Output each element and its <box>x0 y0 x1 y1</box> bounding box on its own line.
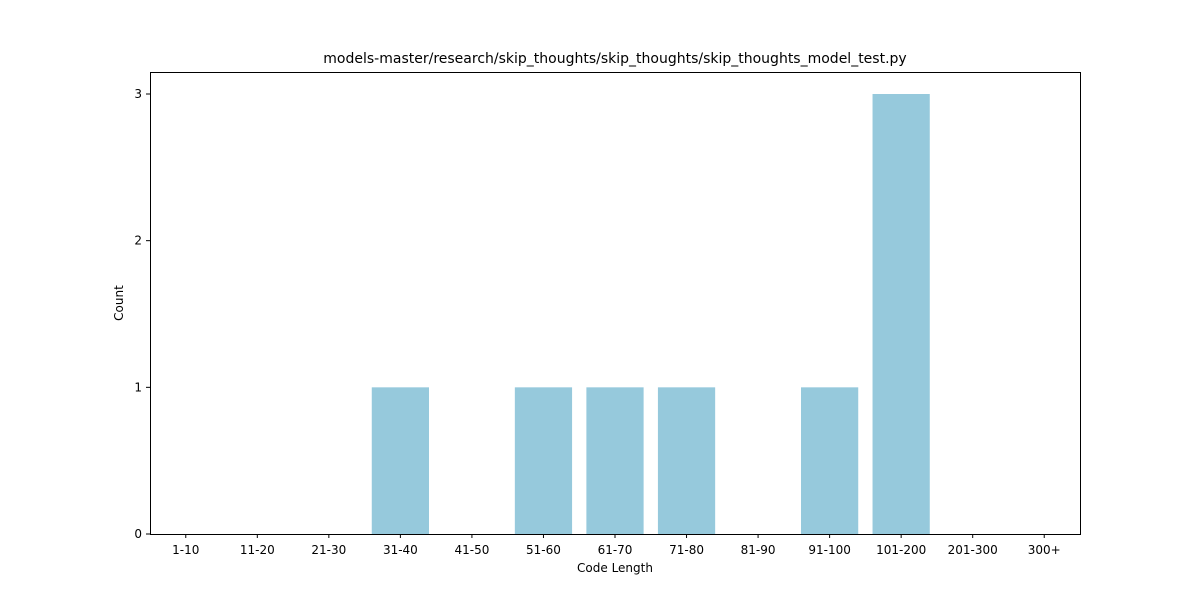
y-tick-label: 3 <box>134 87 142 101</box>
x-tick-label: 300+ <box>1028 543 1061 557</box>
bar-51-60 <box>514 387 573 534</box>
y-tick-label: 2 <box>134 234 142 248</box>
x-tick-label: 21-30 <box>311 543 346 557</box>
x-tick-label: 201-300 <box>948 543 998 557</box>
bars-group <box>371 94 930 534</box>
bar-91-100 <box>801 387 859 534</box>
x-tick-label: 41-50 <box>454 543 489 557</box>
bar-61-70 <box>586 387 644 534</box>
x-ticks: 1-10 11-20 21-30 31-40 41-50 51-60 61-70 71-80 8… <box>172 534 1061 557</box>
bar-31-40 <box>371 387 429 534</box>
x-tick-label: 31-40 <box>383 543 418 557</box>
x-tick-label: 1-10 <box>172 543 199 557</box>
x-tick-label: 91-100 <box>808 543 851 557</box>
y-tick-label: 1 <box>134 380 142 394</box>
x-tick-label: 61-70 <box>598 543 633 557</box>
x-tick-label: 101-200 <box>876 543 926 557</box>
chart-title: models-master/research/skip_thoughts/ski… <box>323 51 906 67</box>
x-tick-label: 11-20 <box>240 543 275 557</box>
bar-71-80 <box>657 387 716 534</box>
x-tick-label: 51-60 <box>526 543 561 557</box>
y-tick-label: 0 <box>134 527 142 541</box>
x-axis-label: Code Length <box>577 561 653 575</box>
y-ticks: 0 1 2 3 <box>134 87 150 541</box>
x-tick-label: 71-80 <box>669 543 704 557</box>
y-axis-label: Count <box>112 285 126 321</box>
bar-101-200 <box>872 94 930 534</box>
x-tick-label: 81-90 <box>741 543 776 557</box>
